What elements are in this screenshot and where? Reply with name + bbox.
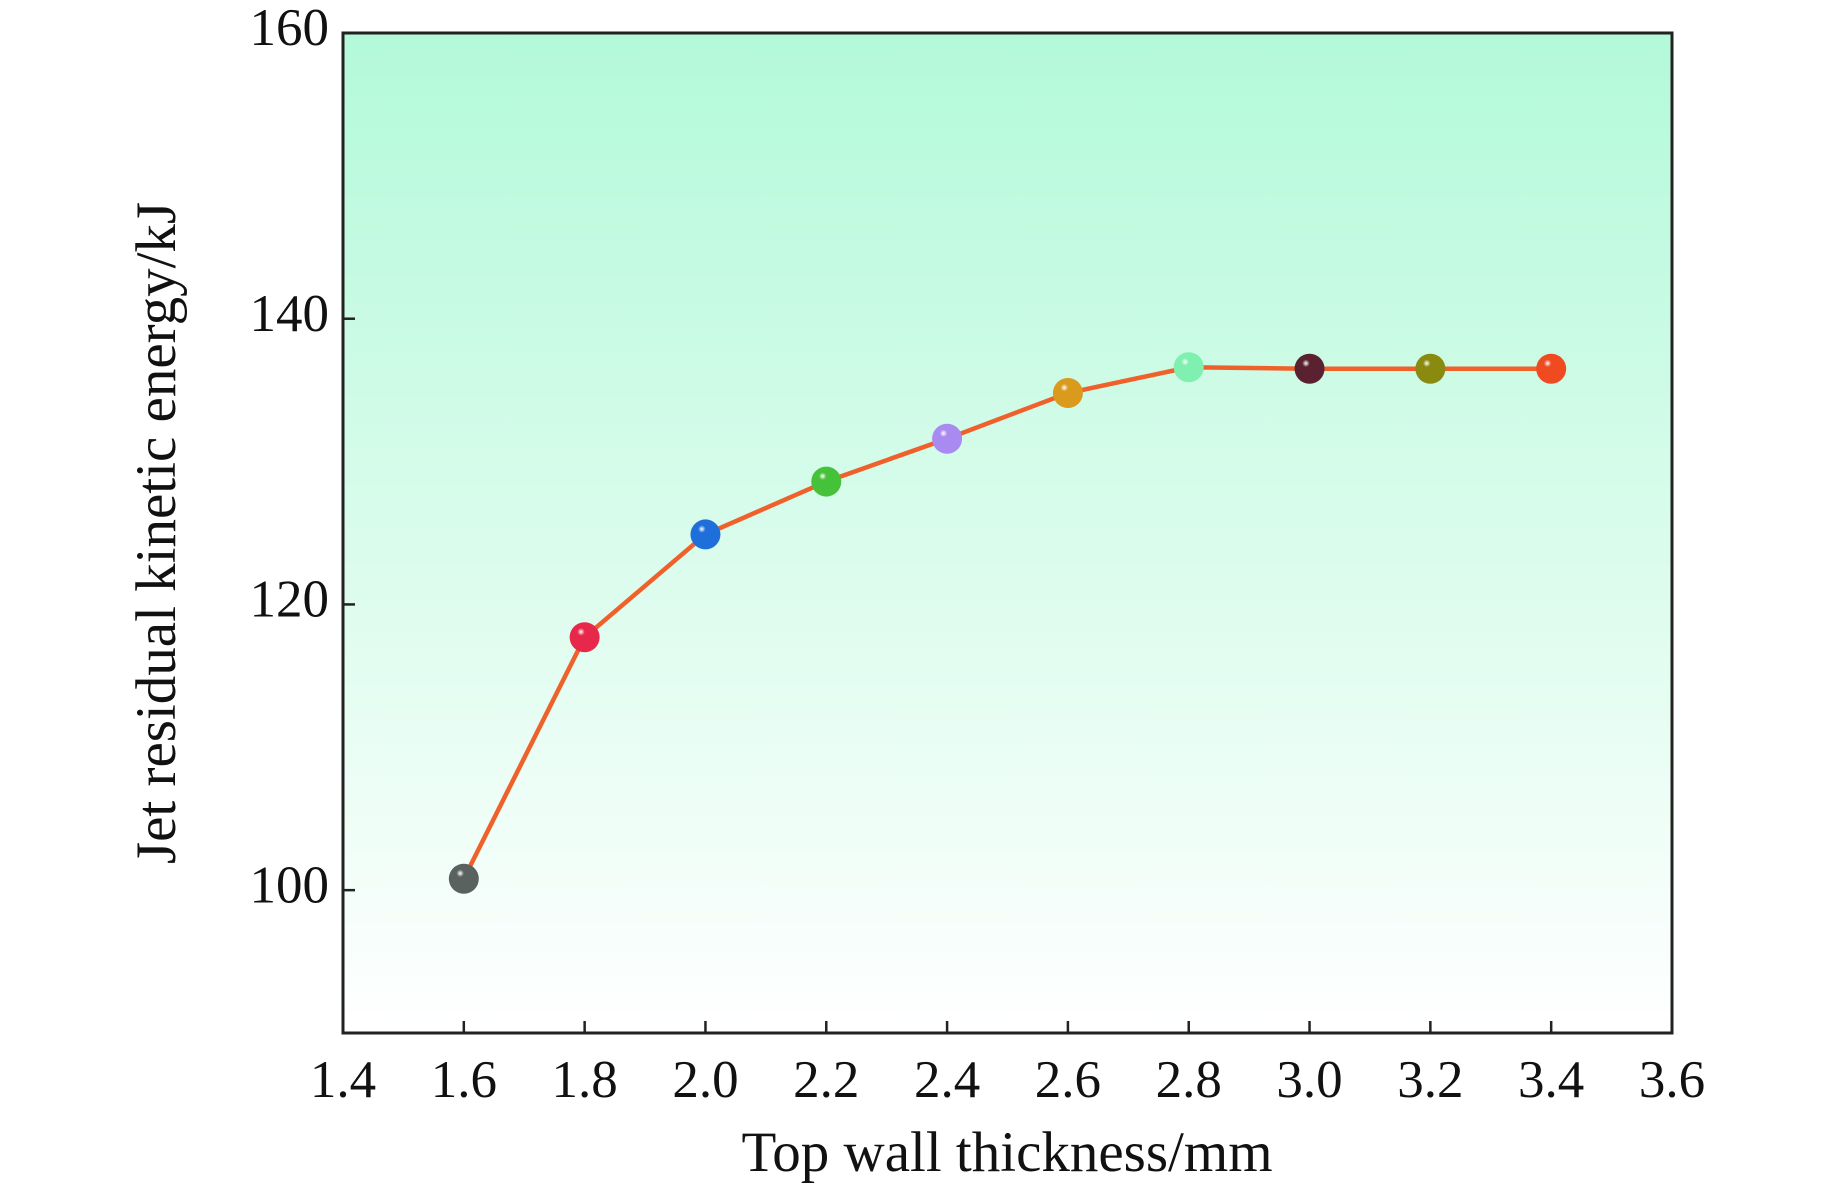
x-tick-label: 2.2 bbox=[793, 1051, 859, 1109]
y-axis-title: Jet residual kinetic energy/kJ bbox=[125, 202, 188, 864]
x-tick-label: 2.8 bbox=[1156, 1051, 1222, 1109]
plot-frame bbox=[341, 31, 1674, 1035]
data-point bbox=[448, 863, 479, 894]
data-point bbox=[932, 423, 963, 454]
x-tick-label: 1.8 bbox=[552, 1051, 618, 1109]
data-point bbox=[1294, 353, 1325, 384]
data-point bbox=[1415, 353, 1446, 384]
y-tick-label: 100 bbox=[250, 856, 330, 914]
data-line bbox=[461, 365, 1552, 880]
plot-background bbox=[343, 33, 1672, 1033]
x-tick-label: 3.4 bbox=[1518, 1051, 1584, 1109]
x-tick-label: 3.6 bbox=[1639, 1051, 1705, 1109]
y-tick-label: 140 bbox=[250, 285, 330, 343]
data-point bbox=[1173, 352, 1204, 383]
x-tick-label: 2.0 bbox=[672, 1051, 738, 1109]
x-tick-label: 3.2 bbox=[1397, 1051, 1463, 1109]
data-point bbox=[1052, 378, 1083, 408]
y-tick-label: 120 bbox=[250, 571, 330, 629]
data-point bbox=[811, 466, 842, 497]
data-point bbox=[1536, 353, 1567, 384]
y-tick-label: 160 bbox=[250, 0, 330, 57]
data-point bbox=[569, 622, 600, 653]
x-tick-label: 3.0 bbox=[1276, 1051, 1342, 1109]
x-tick-label: 2.6 bbox=[1035, 1051, 1101, 1109]
x-tick-label: 1.6 bbox=[431, 1051, 497, 1109]
data-point bbox=[690, 519, 721, 550]
x-tick-label: 2.4 bbox=[914, 1051, 980, 1109]
x-axis-title: Top wall thickness/mm bbox=[741, 1121, 1272, 1184]
x-tick-label: 1.4 bbox=[310, 1051, 376, 1109]
